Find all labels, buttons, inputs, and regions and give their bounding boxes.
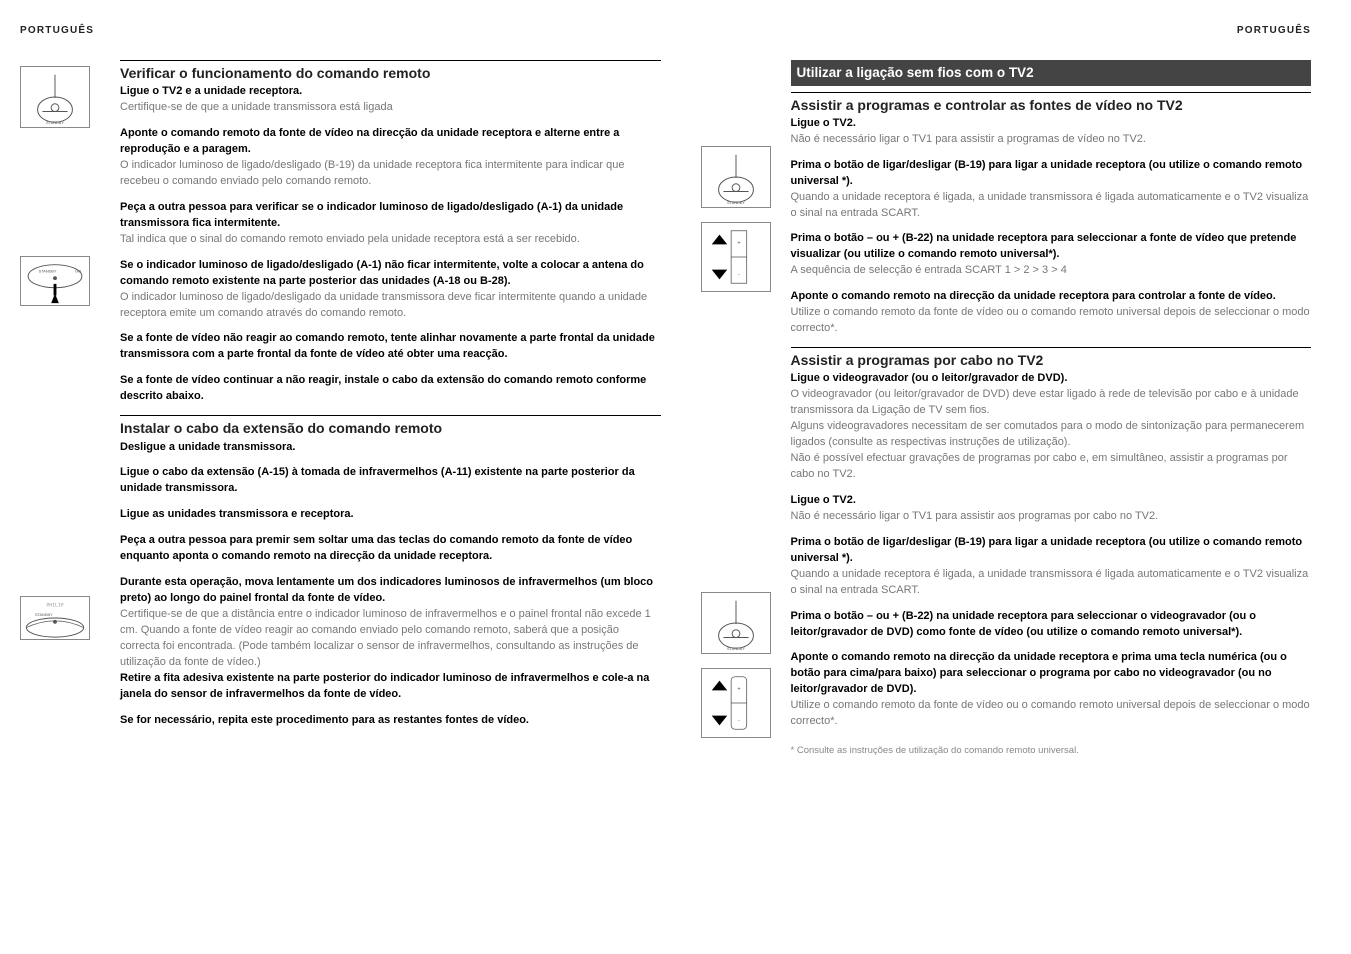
svg-text:STANDBY: STANDBY (727, 646, 745, 651)
step-detail: Utilize o comando remoto da fonte de víd… (791, 306, 1310, 334)
up-down-buttons-icon: +- (701, 668, 771, 738)
heading-bar-wireless: Utilizar a ligação sem fios com o TV2 (791, 60, 1312, 86)
svg-text:GO: GO (75, 269, 81, 273)
lang-label-left: PORTUGUÊS (20, 24, 94, 39)
svg-text:STANDBY: STANDBY (35, 613, 53, 617)
step-detail: Quando a unidade receptora é ligada, a u… (791, 568, 1309, 596)
step-text: Se a fonte de vídeo continuar a não reag… (120, 373, 661, 405)
step-text: Aponte o comando remoto na direcção da u… (791, 290, 1276, 302)
step-text: Prima o botão – ou + (B-22) na unidade r… (791, 609, 1312, 641)
step-text: Prima o botão – ou + (B-22) na unidade r… (791, 232, 1297, 260)
svg-text:+: + (737, 686, 741, 692)
lang-label-right: PORTUGUÊS (1237, 24, 1311, 39)
step-detail: Certifique-se de que a distância entre o… (120, 608, 651, 668)
left-page: PORTUGUÊS STANDBY STANDBYGO PHILIPSTANDB… (100, 24, 701, 930)
step-text: Ligue o videogravador (ou o leitor/grava… (791, 372, 1068, 384)
step-text: Durante esta operação, mova lentamente u… (120, 576, 653, 604)
receiver-front-icon: STANDBY (20, 66, 90, 128)
step-text: Aponte o comando remoto da fonte de víde… (120, 127, 619, 155)
svg-text:-: - (737, 271, 739, 277)
step-text: Desligue a unidade transmissora. (120, 440, 661, 456)
step-text: Prima o botão de ligar/desligar (B-19) p… (791, 159, 1303, 187)
step-detail: O indicador luminoso de ligado/desligado… (120, 159, 624, 187)
step-detail: Tal indica que o sinal do comando remoto… (120, 233, 580, 245)
svg-text:STANDBY: STANDBY (46, 120, 64, 125)
step-detail: Não é possível efectuar gravações de pro… (791, 452, 1288, 480)
transmitter-top-icon: STANDBY GO (20, 256, 90, 306)
step-detail: Não é necessário ligar o TV1 para assist… (791, 133, 1146, 145)
document-spread: PORTUGUÊS STANDBY STANDBYGO PHILIPSTANDB… (0, 0, 1351, 954)
svg-text:-: - (737, 717, 739, 723)
step-text: Ligue as unidades transmissora e recepto… (120, 507, 661, 523)
up-down-buttons-icon: +- (701, 222, 771, 292)
transmitter-front-icon: PHILIP STANDBY (20, 596, 90, 640)
step-text: Ligue o cabo da extensão (A-15) à tomada… (120, 465, 661, 497)
heading-cable-programs: Assistir a programas por cabo no TV2 (791, 347, 1312, 370)
step-detail: A sequência de selecção é entrada SCART … (791, 264, 1067, 276)
step-text: Peça a outra pessoa para premir sem solt… (120, 533, 661, 565)
step-text: Aponte o comando remoto na direcção da u… (791, 651, 1287, 695)
right-icon-column: STANDBY +- STANDBY +- (701, 60, 791, 768)
step-text: Peça a outra pessoa para verificar se o … (120, 201, 623, 229)
svg-text:PHILIP: PHILIP (46, 603, 63, 609)
step-detail: O videogravador (ou leitor/gravador de D… (791, 388, 1299, 416)
heading-watch-control: Assistir a programas e controlar as font… (791, 92, 1312, 115)
step-detail: Alguns videogravadores necessitam de ser… (791, 420, 1305, 448)
receiver-front-icon: STANDBY (701, 592, 771, 654)
step-text: Retire a fita adesiva existente na parte… (120, 672, 649, 700)
step-text: Ligue o TV2. (791, 494, 856, 506)
right-text-column: Utilizar a ligação sem fios com o TV2 As… (791, 60, 1312, 768)
right-page: PORTUGUÊS STANDBY +- STANDBY +- Util (701, 24, 1312, 930)
heading-verify-remote: Verificar o funcionamento do comando rem… (120, 60, 661, 83)
step-detail: Quando a unidade receptora é ligada, a u… (791, 191, 1309, 219)
step-text: Prima o botão de ligar/desligar (B-19) p… (791, 536, 1303, 564)
step-detail: Não é necessário ligar o TV1 para assist… (791, 510, 1159, 522)
receiver-front-icon: STANDBY (701, 146, 771, 208)
left-text-column: Verificar o funcionamento do comando rem… (120, 60, 661, 739)
step-text: Ligue o TV2. (791, 117, 856, 129)
step-text: Ligue o TV2 e a unidade receptora. (120, 85, 302, 97)
step-text: Se a fonte de vídeo não reagir ao comand… (120, 331, 661, 363)
footnote: * Consulte as instruções de utilização d… (791, 744, 1312, 758)
svg-text:STANDBY: STANDBY (39, 269, 57, 273)
heading-install-cable: Instalar o cabo da extensão do comando r… (120, 415, 661, 438)
step-detail: Certifique-se de que a unidade transmiss… (120, 101, 393, 113)
svg-text:STANDBY: STANDBY (727, 200, 745, 205)
step-text: Se o indicador luminoso de ligado/deslig… (120, 259, 644, 287)
step-detail: Utilize o comando remoto da fonte de víd… (791, 699, 1310, 727)
left-icon-column: STANDBY STANDBY GO PHILIP STANDBY (20, 60, 120, 739)
step-text: Se for necessário, repita este procedime… (120, 713, 661, 729)
svg-text:+: + (737, 240, 741, 246)
step-detail: O indicador luminoso de ligado/desligado… (120, 291, 647, 319)
